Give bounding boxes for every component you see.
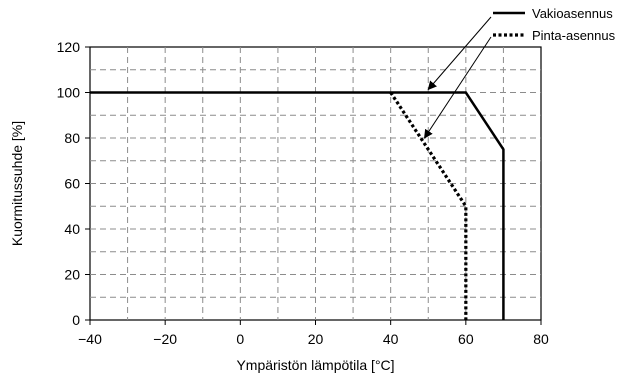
y-tick-label: 0 [72,312,80,328]
x-tick-label: −40 [78,331,102,347]
legend-label: Vakioasennus [532,6,613,21]
x-tick-label: 40 [383,331,399,347]
legend-pointer-arrows [423,16,492,139]
x-tick-label: 80 [533,331,549,347]
y-tick-label: 80 [64,130,80,146]
y-tick-label: 40 [64,221,80,237]
x-tick-labels: −40 −20 0 20 40 60 80 [78,331,549,347]
legend-label: Pinta-asennus [532,28,616,43]
x-tick-label: 60 [458,331,474,347]
series-group [90,91,505,320]
series-line-pinta-asennus [389,91,468,320]
legend: Vakioasennus Pinta-asennus [493,6,616,43]
y-tick-label: 20 [64,267,80,283]
axis-ticks [85,46,542,325]
arrow-vakioasennus [427,16,492,91]
y-tick-label: 120 [57,39,81,55]
grid-lines [90,47,541,320]
x-tick-label: −20 [153,331,177,347]
y-axis-label: Kuormitussuhde [%] [9,121,25,246]
x-tick-label: 20 [308,331,324,347]
y-tick-label: 100 [57,85,81,101]
y-tick-label: 60 [64,176,80,192]
x-axis-label: Ympäristön lämpötila [°C] [236,357,394,373]
arrow-pinta-asennus [423,36,492,139]
y-tick-labels: 0 20 40 60 80 100 120 [57,39,81,328]
series-line-vakioasennus [90,91,505,320]
x-tick-label: 0 [236,331,244,347]
